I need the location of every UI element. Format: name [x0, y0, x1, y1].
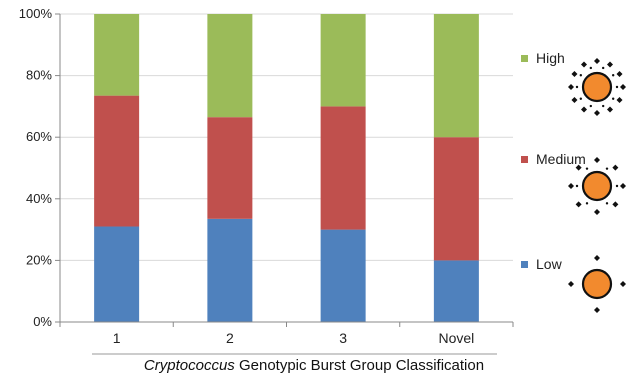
x-tick-label: 1 [113, 330, 121, 346]
burst-diamond [607, 61, 613, 68]
legend-label-low: Low [536, 256, 562, 272]
burst-diamond [616, 97, 623, 103]
y-tick-label: 20% [26, 252, 52, 267]
bar-segment-medium-novel [433, 137, 479, 261]
legend-swatch-medium [521, 155, 528, 163]
burst-dot [601, 66, 605, 70]
burst-diamond [594, 58, 600, 64]
bar-segment-medium-1 [94, 95, 140, 227]
bars [94, 14, 479, 322]
burst-dot [611, 74, 615, 77]
burst-icons [568, 58, 626, 313]
burst-medium-icon [568, 157, 626, 215]
bar-segment-medium-3 [320, 106, 366, 230]
burst-diamond [594, 110, 600, 116]
legend-label-medium: Medium [536, 151, 586, 167]
burst-diamond [594, 307, 600, 313]
y-tick-label: 80% [26, 68, 52, 83]
burst-dot [585, 167, 589, 170]
burst-diamond [575, 201, 582, 208]
y-axis: 0% 20% 40% 60% 80% 100% [19, 6, 61, 329]
burst-dot [611, 97, 615, 100]
burst-dot [615, 184, 619, 188]
legend-swatch-low [521, 260, 528, 268]
y-tick-label: 60% [26, 129, 52, 144]
y-tick-label: 0% [33, 314, 52, 329]
burst-dot [589, 66, 593, 70]
burst-dot [579, 97, 583, 100]
burst-diamond [571, 71, 578, 77]
burst-diamond [581, 106, 587, 113]
burst-dot [589, 104, 593, 108]
y-tick-label: 40% [26, 191, 52, 206]
burst-diamond [594, 157, 600, 163]
burst-cell [581, 71, 613, 103]
y-tick-label: 100% [19, 6, 53, 21]
burst-diamond [612, 164, 619, 171]
bar-segment-high-2 [207, 14, 253, 118]
burst-dot [605, 167, 609, 170]
burst-low-icon [568, 255, 626, 313]
burst-dot [579, 74, 583, 77]
burst-diamond [616, 71, 623, 77]
burst-high-icon [568, 58, 626, 116]
burst-diamond [594, 255, 600, 261]
burst-dot [615, 85, 619, 89]
burst-diamond [594, 209, 600, 215]
burst-diamond [612, 201, 619, 208]
bar-segment-low-novel [433, 260, 479, 322]
x-tick-label: 3 [339, 330, 347, 346]
bar-segment-high-novel [433, 14, 479, 138]
legend-label-high: High [536, 50, 565, 66]
bar-segment-high-3 [320, 14, 366, 107]
burst-cell [581, 170, 613, 202]
burst-dot [605, 202, 609, 205]
burst-dot [601, 104, 605, 108]
bar-segment-low-1 [94, 226, 140, 322]
burst-diamond [581, 61, 587, 68]
burst-dot [585, 202, 589, 205]
x-axis: 1 2 3 Novel [59, 321, 514, 346]
bar-segment-high-1 [94, 14, 140, 96]
burst-dot [575, 85, 579, 89]
x-axis-title-genus: Cryptococcus [143, 357, 235, 374]
burst-diamond [607, 106, 613, 113]
burst-cell [581, 268, 613, 300]
burst-diamond [568, 281, 574, 287]
burst-diamond [568, 84, 574, 90]
legend-item-medium: Medium [521, 151, 586, 167]
burst-diamond [568, 183, 574, 189]
burst-diamond [571, 97, 578, 103]
x-axis-title: Cryptococcus Genotypic Burst Group Class… [0, 357, 628, 374]
burst-diamond [620, 281, 626, 287]
burst-diamond [575, 164, 582, 171]
bar-segment-low-2 [207, 218, 253, 322]
legend-swatch-high [521, 54, 528, 62]
x-axis-title-rest: Genotypic Burst Group Classification [234, 357, 485, 374]
bar-segment-medium-2 [207, 117, 253, 219]
burst-diamond [620, 84, 626, 90]
burst-diamond [620, 183, 626, 189]
legend-item-high: High [521, 50, 565, 66]
x-tick-label: Novel [438, 330, 474, 346]
x-tick-label: 2 [226, 330, 234, 346]
burst-dot [575, 184, 579, 188]
bar-segment-low-3 [320, 229, 366, 322]
legend-item-low: Low [521, 256, 562, 272]
